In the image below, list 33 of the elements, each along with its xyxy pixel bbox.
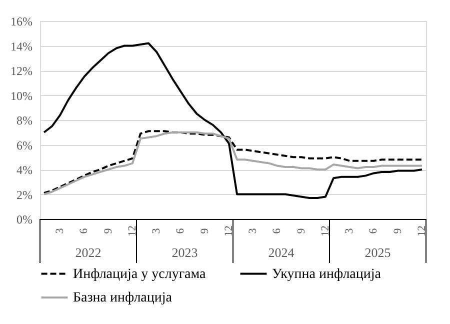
x-tick-label: 3 — [54, 228, 66, 234]
y-tick-label: 0% — [16, 212, 32, 226]
x-tick-label: 9 — [295, 228, 308, 234]
x-tick-label: 9 — [102, 228, 114, 234]
x-tick-label: 12 — [222, 226, 235, 236]
x-tick-label: 3 — [247, 228, 260, 234]
y-tick-label: 2% — [16, 188, 32, 202]
legend-label: Базна инфлација — [73, 290, 173, 306]
x-tick-label: 3 — [344, 228, 356, 234]
x-tick-label: 12 — [416, 226, 428, 236]
x-tick-label: 6 — [368, 228, 380, 234]
y-tick-label: 8% — [16, 114, 32, 128]
legend-label: Укупна инфлација — [272, 266, 382, 282]
y-tick-label: 14% — [10, 39, 32, 54]
x-tick-label: 6 — [271, 228, 284, 234]
line-series — [43, 42, 423, 199]
text: 2022 — [75, 245, 102, 260]
y-tick-label: 16% — [10, 14, 32, 28]
y-tick-label: 4% — [16, 163, 32, 177]
x-tick-label: 12 — [126, 226, 138, 236]
x-tick-label: 3 — [150, 228, 163, 234]
y-tick-label: 6% — [16, 138, 32, 152]
x-tick-label: 6 — [174, 228, 187, 234]
text: 2023 — [172, 245, 198, 260]
legend-label: Инфлација у услугама — [73, 266, 207, 282]
text: 2024 — [268, 245, 295, 260]
x-tick-label: 9 — [198, 228, 211, 234]
y-tick-label: 12% — [10, 64, 32, 78]
text: 2025 — [364, 245, 391, 260]
x-tick-label: 6 — [78, 228, 90, 234]
x-tick-label: 12 — [319, 226, 332, 236]
y-tick-label: 10% — [10, 88, 32, 103]
x-tick-label: 9 — [392, 228, 404, 234]
